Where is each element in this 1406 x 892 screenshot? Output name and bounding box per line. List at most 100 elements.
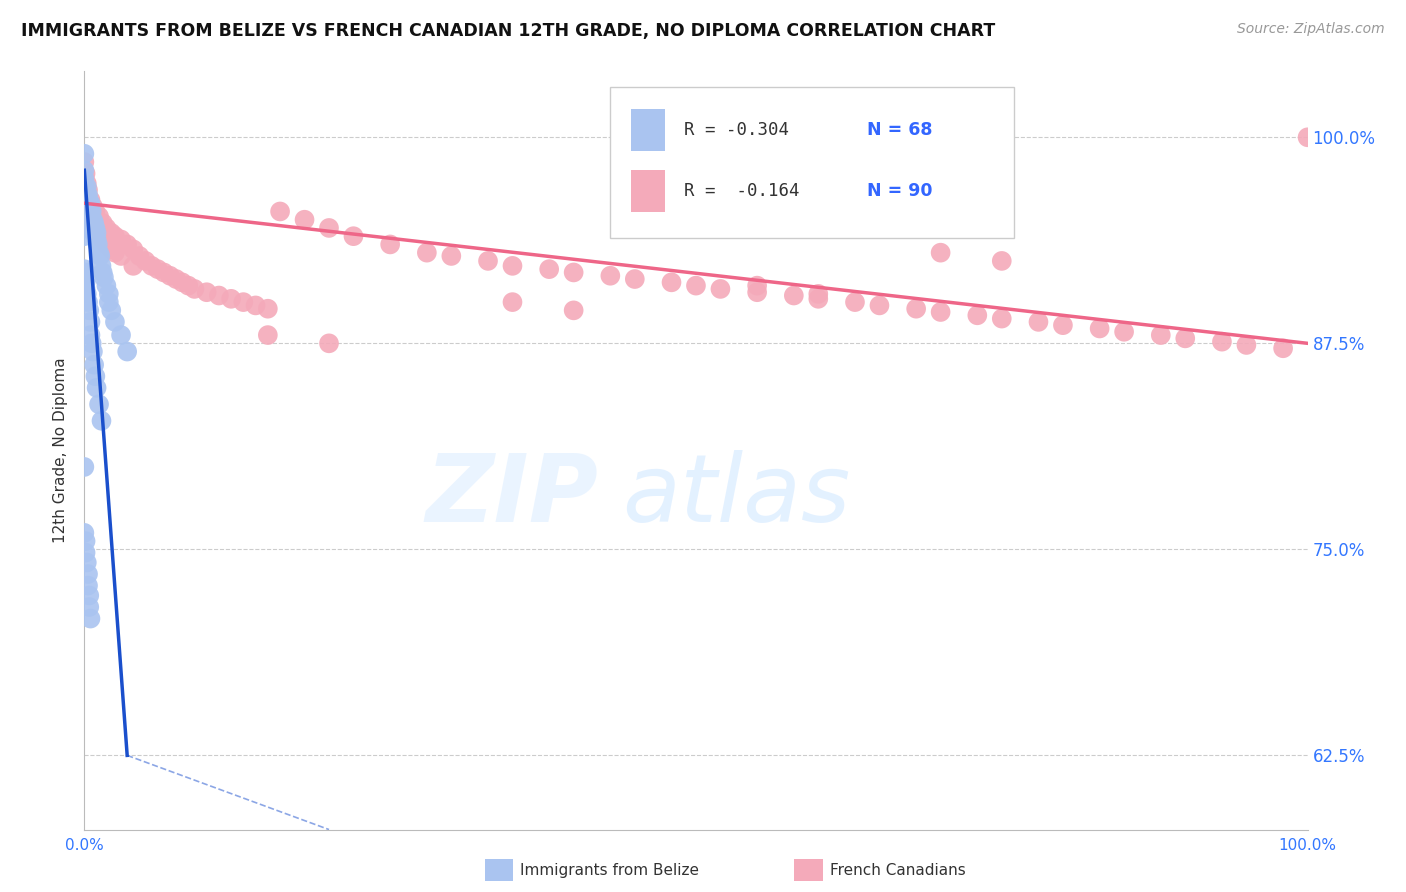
Text: atlas: atlas (623, 450, 851, 541)
Point (73, 229, 96, 244)
Text: ZIP: ZIP (425, 450, 598, 542)
Point (104, 229, 127, 244)
Point (87, 397, 110, 411)
Point (416, 245, 439, 260)
Point (82, 344, 104, 359)
Text: 100.0%: 100.0% (1278, 838, 1337, 853)
Point (79, 193, 101, 207)
Text: Immigrants from Belize: Immigrants from Belize (520, 863, 699, 878)
Point (76, 286, 98, 301)
Point (83, 216, 105, 230)
Text: French Canadians: French Canadians (830, 863, 966, 878)
Point (141, 259, 163, 273)
Point (661, 276, 683, 290)
Point (929, 245, 952, 260)
Point (77, 295, 100, 310)
Point (73, 146, 96, 161)
Point (96, 221, 118, 235)
Point (84, 204, 107, 219)
Point (195, 285, 218, 300)
Text: N = 68: N = 68 (868, 121, 932, 139)
Point (75, 276, 97, 290)
Point (245, 298, 267, 312)
Point (110, 328, 132, 343)
Point (929, 305, 952, 319)
Point (440, 249, 463, 263)
Point (73, 171, 96, 186)
Point (82, 200, 104, 214)
Point (538, 262, 561, 277)
Point (82, 216, 104, 230)
Point (76, 196, 98, 211)
Point (1150, 328, 1173, 343)
Point (73, 179, 96, 194)
FancyBboxPatch shape (610, 87, 1014, 238)
Text: 0.0%: 0.0% (65, 838, 104, 853)
Point (747, 278, 769, 293)
Point (77, 589, 100, 603)
Point (83, 358, 105, 372)
Point (77, 204, 100, 219)
Point (73, 163, 96, 178)
Point (128, 249, 150, 263)
Point (257, 328, 280, 343)
Point (1211, 334, 1233, 349)
Point (83, 226, 105, 240)
Point (76, 556, 98, 570)
Point (77, 567, 100, 582)
Point (93, 270, 115, 285)
Point (73, 221, 96, 235)
Point (87, 210, 110, 224)
Point (1236, 338, 1258, 352)
Point (115, 344, 138, 359)
Point (82, 212, 104, 227)
Point (318, 336, 340, 351)
Point (79, 315, 101, 329)
Point (87, 226, 110, 240)
Point (318, 221, 340, 235)
Point (80, 336, 103, 351)
Point (84, 369, 107, 384)
Point (100, 226, 122, 240)
Point (232, 295, 254, 310)
Point (342, 229, 364, 244)
Point (97, 286, 120, 301)
Point (87, 237, 110, 252)
Point (685, 278, 707, 293)
Text: IMMIGRANTS FROM BELIZE VS FRENCH CANADIAN 12TH GRADE, NO DIPLOMA CORRELATION CHA: IMMIGRANTS FROM BELIZE VS FRENCH CANADIA… (21, 22, 995, 40)
Point (110, 232, 132, 246)
Point (90, 259, 112, 273)
Point (709, 282, 731, 296)
Text: R = -0.304: R = -0.304 (683, 121, 789, 139)
Point (1296, 130, 1319, 145)
Point (76, 188, 98, 202)
Point (73, 459, 96, 474)
Point (844, 295, 866, 310)
Point (79, 212, 101, 227)
Y-axis label: 12th Grade, No Diploma: 12th Grade, No Diploma (53, 358, 69, 543)
Point (294, 212, 316, 227)
Point (75, 534, 97, 549)
Point (77, 188, 100, 202)
Point (380, 237, 402, 252)
Point (84, 221, 107, 235)
Point (76, 177, 98, 191)
Point (77, 196, 100, 211)
Point (80, 212, 103, 227)
Point (77, 183, 100, 197)
Point (153, 265, 176, 279)
Point (1114, 325, 1136, 339)
Point (96, 278, 118, 293)
Point (100, 243, 122, 257)
Text: Source: ZipAtlas.com: Source: ZipAtlas.com (1237, 22, 1385, 37)
Point (75, 282, 97, 296)
Point (110, 249, 132, 263)
Point (73, 155, 96, 169)
FancyBboxPatch shape (631, 110, 665, 151)
Point (1088, 321, 1111, 335)
Point (86, 381, 108, 395)
Point (172, 276, 194, 290)
Point (562, 265, 585, 279)
Point (79, 611, 101, 625)
Point (183, 282, 205, 296)
